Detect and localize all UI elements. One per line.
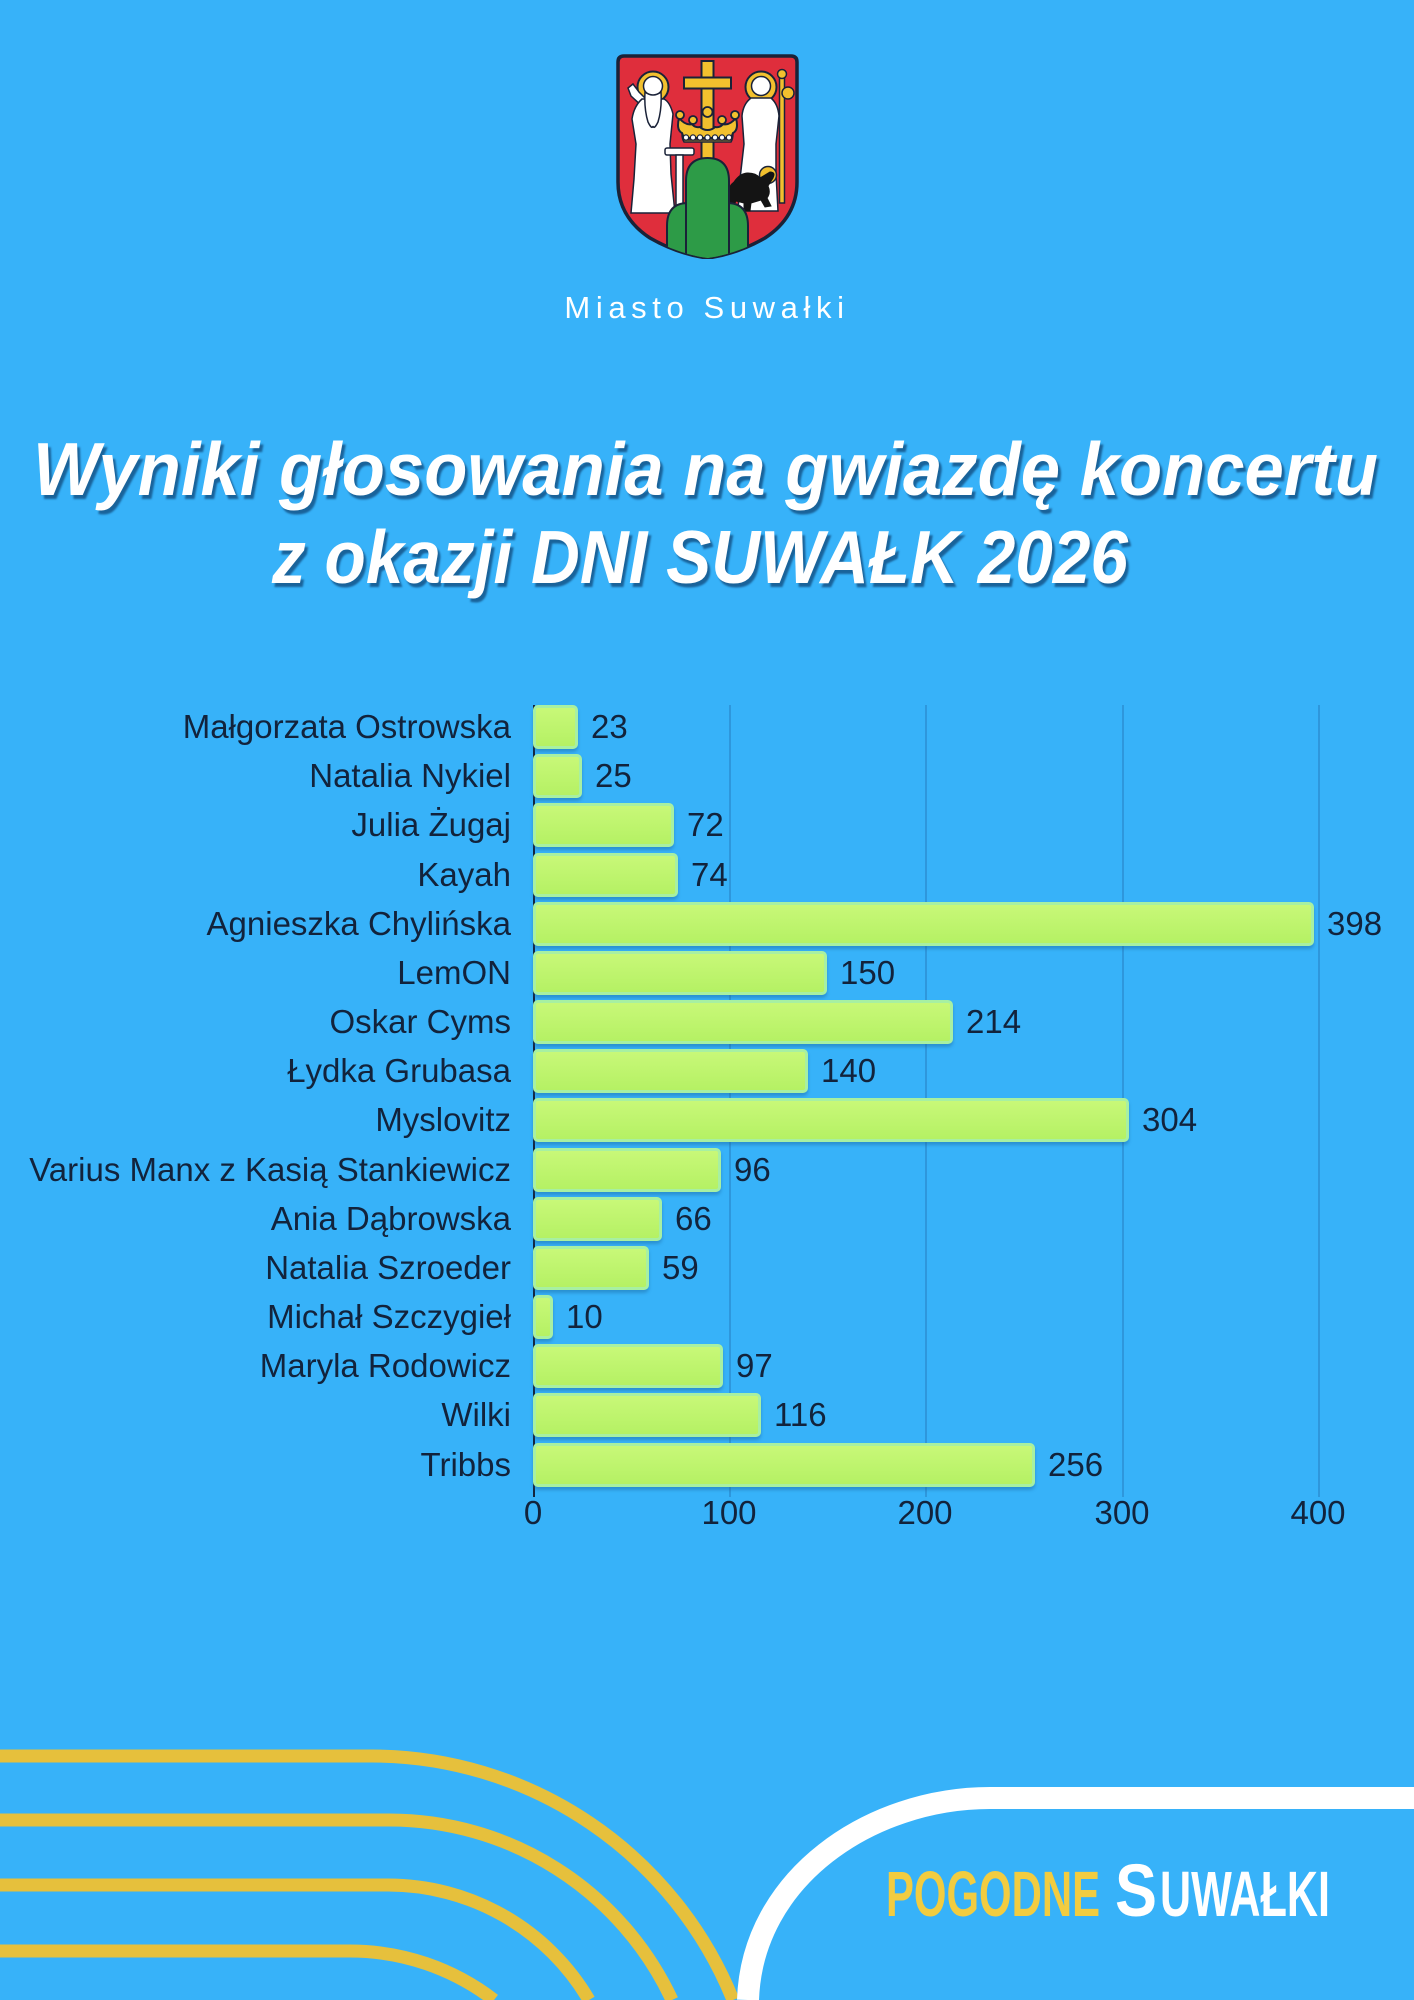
svg-text:z okazji DNI SUWAŁK 2026: z okazji DNI SUWAŁK 2026 <box>271 515 1129 599</box>
svg-text:POGODNE: POGODNE <box>886 1858 1100 1930</box>
svg-text:Wyniki głosowania na gwiazdę k: Wyniki głosowania na gwiazdę koncertu <box>33 427 1378 511</box>
svg-text:UWAŁKI: UWAŁKI <box>1160 1858 1330 1930</box>
svg-text:S: S <box>1115 1849 1157 1932</box>
